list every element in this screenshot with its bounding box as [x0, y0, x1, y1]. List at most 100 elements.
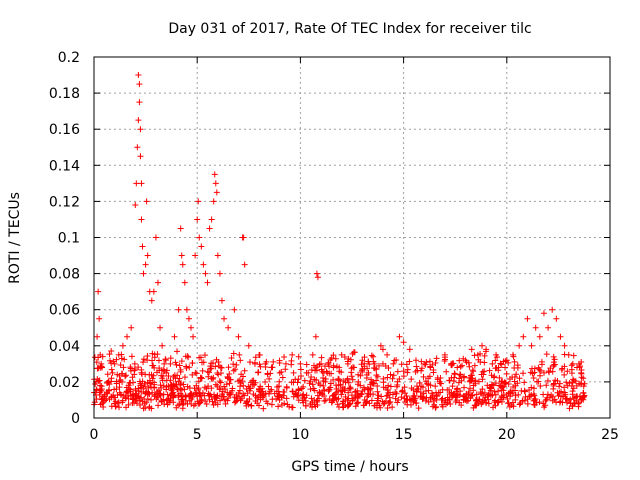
data-point	[150, 288, 157, 295]
band-point	[359, 388, 366, 395]
band-point	[541, 404, 548, 411]
band-point	[91, 399, 98, 406]
band-point	[165, 372, 172, 379]
band-point	[526, 393, 533, 400]
band-point	[348, 365, 355, 372]
band-point	[262, 378, 269, 385]
y-tick-label: 0.14	[49, 158, 80, 174]
band-point	[390, 372, 397, 379]
band-point	[218, 393, 225, 400]
band-point	[131, 367, 138, 374]
band-point	[176, 362, 183, 369]
band-point	[488, 381, 495, 388]
band-point	[313, 376, 320, 383]
band-point	[91, 354, 98, 361]
band-point	[541, 369, 548, 376]
band-point	[161, 400, 168, 407]
band-point	[158, 384, 165, 391]
band-point	[355, 378, 362, 385]
band-point	[298, 372, 305, 379]
band-point	[167, 395, 174, 402]
band-point	[453, 386, 460, 393]
band-point	[237, 357, 244, 364]
band-point	[192, 400, 199, 407]
band-point	[250, 377, 257, 384]
band-point	[392, 395, 399, 402]
band-point	[195, 378, 202, 385]
band-point	[384, 374, 391, 381]
band-point	[207, 363, 214, 370]
data-point	[256, 351, 263, 358]
data-points	[91, 72, 588, 412]
data-point	[221, 315, 228, 322]
band-point	[201, 384, 208, 391]
band-point	[108, 360, 115, 367]
data-point	[516, 342, 523, 349]
band-point	[522, 388, 529, 395]
band-point	[308, 373, 315, 380]
data-point	[109, 369, 116, 376]
band-point	[481, 368, 488, 375]
band-point	[387, 383, 394, 390]
band-point	[146, 404, 153, 411]
band-point	[505, 380, 512, 387]
data-point	[105, 378, 112, 385]
band-point	[192, 389, 199, 396]
band-point	[243, 402, 250, 409]
band-point	[498, 378, 505, 385]
band-point	[189, 371, 196, 378]
band-point	[233, 361, 240, 368]
band-point	[93, 359, 100, 366]
x-tick-label: 0	[90, 427, 99, 443]
band-point	[394, 399, 401, 406]
band-point	[465, 389, 472, 396]
band-point	[328, 355, 335, 362]
band-point	[127, 364, 134, 371]
band-point	[533, 378, 540, 385]
data-point	[157, 324, 164, 331]
band-point	[352, 394, 359, 401]
band-point	[511, 378, 518, 385]
band-point	[338, 369, 345, 376]
band-point	[500, 358, 507, 365]
band-point	[479, 376, 486, 383]
band-point	[212, 399, 219, 406]
data-point	[139, 243, 146, 250]
band-point	[244, 390, 251, 397]
data-point	[557, 333, 564, 340]
data-point	[111, 360, 118, 367]
y-tick-label: 0.2	[58, 50, 80, 66]
band-point	[279, 374, 286, 381]
band-point	[241, 367, 248, 374]
band-point	[333, 363, 340, 370]
band-point	[140, 356, 147, 363]
band-point	[330, 352, 337, 359]
band-point	[485, 391, 492, 398]
band-point	[181, 386, 188, 393]
band-point	[366, 361, 373, 368]
band-point	[255, 393, 262, 400]
band-point	[215, 371, 222, 378]
data-point	[549, 306, 556, 313]
band-point	[533, 399, 540, 406]
band-point	[205, 383, 212, 390]
band-point	[156, 365, 163, 372]
band-point	[312, 403, 319, 410]
band-point	[149, 357, 156, 364]
band-point	[149, 362, 156, 369]
band-point	[374, 383, 381, 390]
band-point	[558, 388, 565, 395]
band-point	[433, 389, 440, 396]
band-point	[192, 369, 199, 376]
band-point	[420, 373, 427, 380]
band-point	[275, 388, 282, 395]
band-point	[99, 400, 106, 407]
data-point	[474, 351, 481, 358]
band-point	[566, 380, 573, 387]
data-point	[202, 270, 209, 277]
band-point	[536, 399, 543, 406]
band-point	[97, 364, 104, 371]
band-point	[104, 390, 111, 397]
band-point	[189, 359, 196, 366]
band-point	[419, 384, 426, 391]
